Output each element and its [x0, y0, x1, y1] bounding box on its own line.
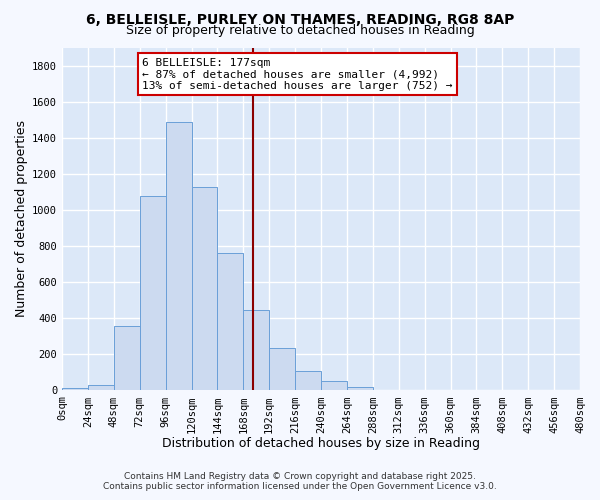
Bar — [217, 254, 244, 390]
Bar — [269, 348, 295, 391]
Text: Size of property relative to detached houses in Reading: Size of property relative to detached ho… — [125, 24, 475, 37]
Text: Contains public sector information licensed under the Open Government Licence v3: Contains public sector information licen… — [103, 482, 497, 491]
Bar — [321, 380, 347, 390]
Bar — [88, 385, 114, 390]
Bar — [140, 196, 166, 390]
Bar — [347, 387, 373, 390]
X-axis label: Distribution of detached houses by size in Reading: Distribution of detached houses by size … — [162, 437, 480, 450]
Text: Contains HM Land Registry data © Crown copyright and database right 2025.: Contains HM Land Registry data © Crown c… — [124, 472, 476, 481]
Text: 6, BELLEISLE, PURLEY ON THAMES, READING, RG8 8AP: 6, BELLEISLE, PURLEY ON THAMES, READING,… — [86, 12, 514, 26]
Y-axis label: Number of detached properties: Number of detached properties — [15, 120, 28, 318]
Bar — [166, 122, 191, 390]
Bar — [295, 370, 321, 390]
Text: 6 BELLEISLE: 177sqm
← 87% of detached houses are smaller (4,992)
13% of semi-det: 6 BELLEISLE: 177sqm ← 87% of detached ho… — [142, 58, 453, 91]
Bar — [114, 326, 140, 390]
Bar — [244, 310, 269, 390]
Bar — [191, 188, 217, 390]
Bar — [62, 388, 88, 390]
